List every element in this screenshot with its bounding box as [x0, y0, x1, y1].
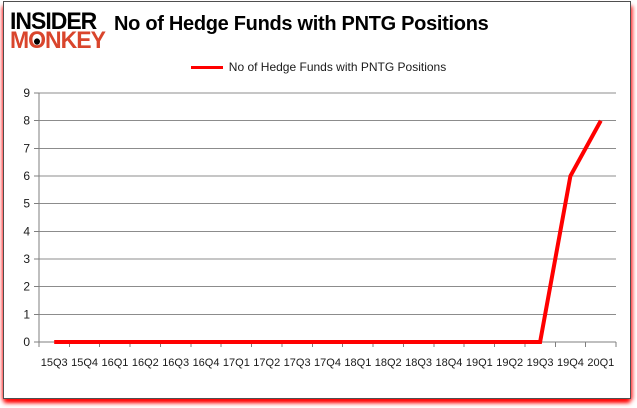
x-axis-tick-label: 19Q3: [527, 357, 554, 369]
x-axis-tick-label: 17Q2: [253, 357, 280, 369]
y-axis-tick-label: 5: [23, 197, 30, 211]
page-title: No of Hedge Funds with PNTG Positions: [114, 13, 489, 35]
legend-series-label: No of Hedge Funds with PNTG Positions: [228, 60, 447, 74]
x-axis-tick-label: 18Q3: [405, 357, 432, 369]
x-axis-tick-label: 16Q1: [101, 357, 128, 369]
logo-text-monkey: MONKEY: [10, 25, 106, 54]
insider-monkey-logo: INSIDER MONKEY: [10, 8, 106, 54]
x-axis-tick-label: 18Q2: [375, 357, 402, 369]
chart-legend: No of Hedge Funds with PNTG Positions: [0, 60, 637, 74]
x-axis-tick-label: 15Q3: [41, 357, 68, 369]
y-axis-tick-label: 7: [23, 141, 30, 155]
y-axis-tick-label: 8: [23, 114, 30, 128]
y-axis-tick-label: 0: [23, 335, 30, 349]
y-axis-tick-label: 9: [23, 86, 30, 100]
legend-line-swatch: [190, 65, 223, 69]
x-axis-tick-label: 18Q1: [344, 357, 371, 369]
x-axis-tick-label: 15Q4: [71, 357, 98, 369]
x-axis-tick-label: 17Q3: [284, 357, 311, 369]
x-axis-tick-label: 19Q1: [466, 357, 493, 369]
y-axis-tick-label: 6: [23, 169, 30, 183]
y-axis-tick-label: 3: [23, 252, 30, 266]
x-axis-tick-label: 20Q1: [587, 357, 614, 369]
x-axis-tick-label: 19Q4: [557, 357, 584, 369]
x-axis-tick-label: 17Q4: [314, 357, 341, 369]
y-axis-tick-label: 4: [23, 224, 30, 238]
logo-monkey-o-dot: [34, 38, 40, 45]
y-axis-tick-label: 2: [23, 280, 30, 294]
x-axis-tick-label: 16Q3: [162, 357, 189, 369]
x-axis-tick-label: 18Q4: [436, 357, 463, 369]
x-axis-tick-label: 16Q2: [132, 357, 159, 369]
x-axis-tick-label: 17Q1: [223, 357, 250, 369]
x-axis-tick-label: 16Q4: [193, 357, 220, 369]
x-axis-tick-label: 19Q2: [496, 357, 523, 369]
y-axis-tick-label: 1: [23, 307, 30, 321]
